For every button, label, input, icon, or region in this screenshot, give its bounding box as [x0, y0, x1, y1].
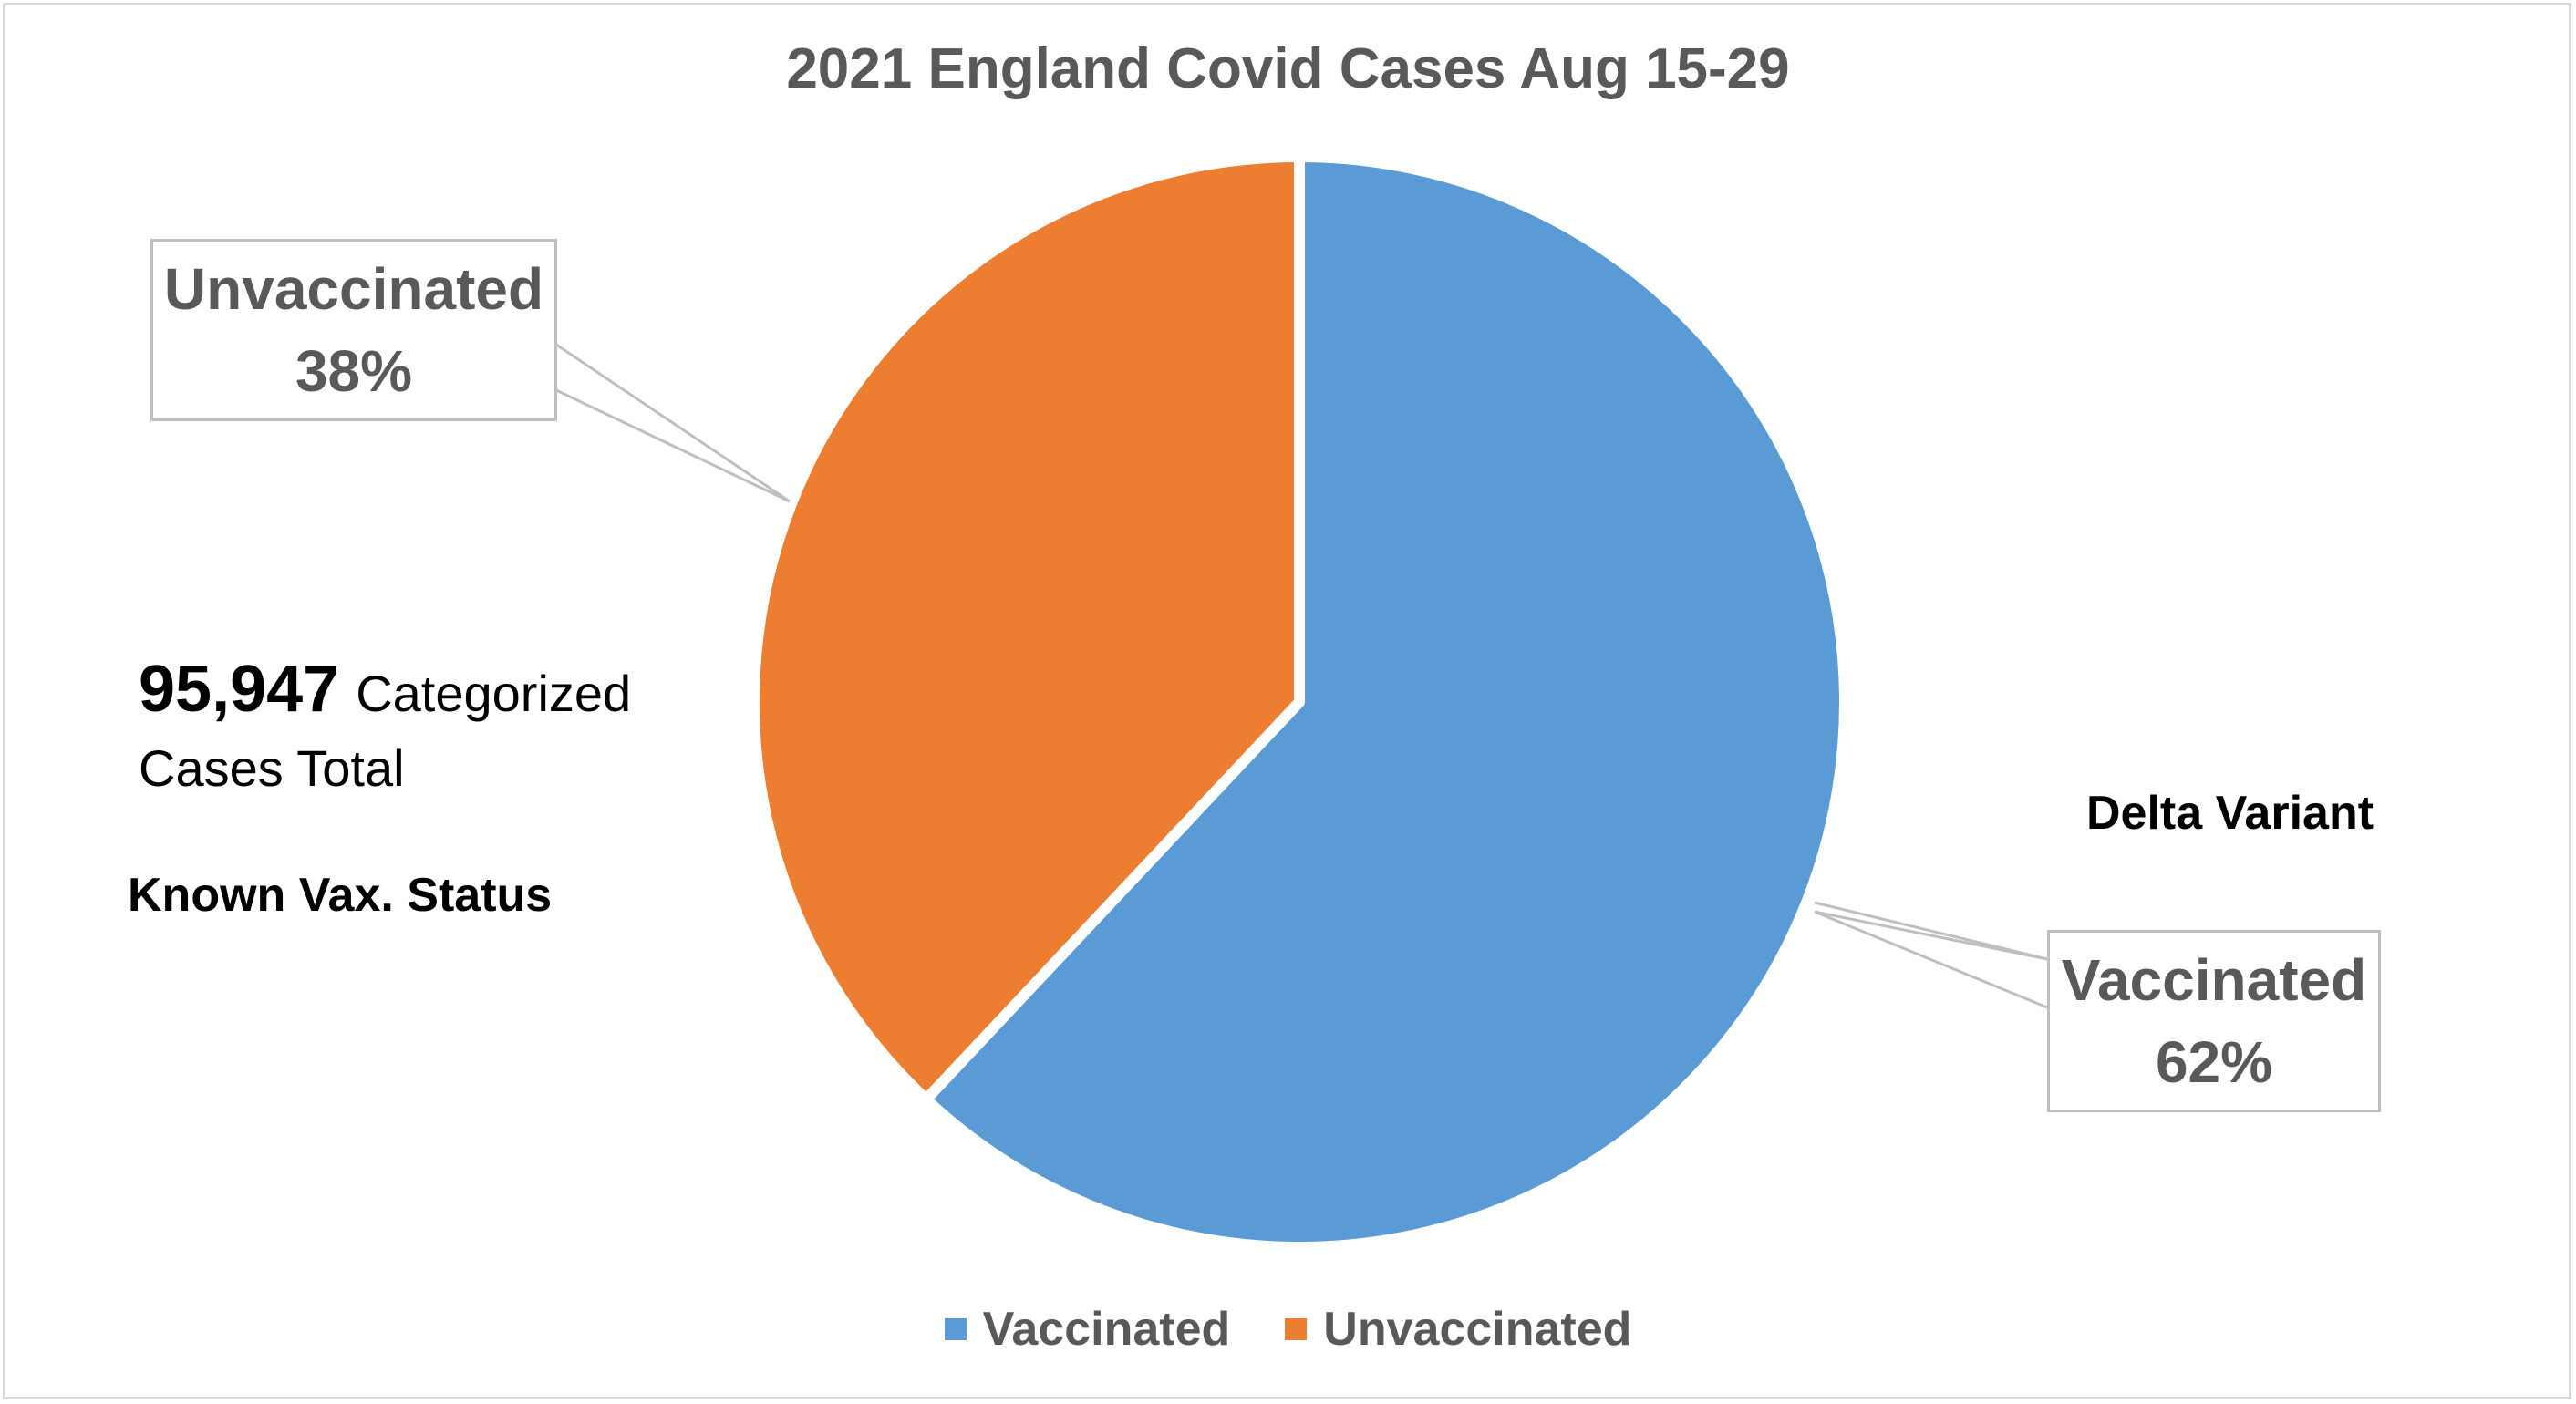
leader-line-unvaccinated	[555, 343, 791, 503]
data-label-unvaccinated: Unvaccinated 38%	[150, 239, 557, 421]
chart-legend: Vaccinated Unvaccinated	[0, 1302, 2576, 1357]
known-status-annotation: Known Vax. Status	[128, 869, 553, 922]
total-cases-text-2: Cases Total	[139, 739, 405, 797]
legend-swatch-unvaccinated	[1285, 1318, 1308, 1340]
total-cases-number: 95,947	[139, 653, 340, 726]
pie-slice-vaccinated	[920, 151, 1850, 1253]
legend-label-unvaccinated: Unvaccinated	[1323, 1303, 1632, 1356]
total-cases-text-1: Categorized	[356, 665, 632, 722]
legend-item-vaccinated: Vaccinated	[944, 1302, 1231, 1357]
data-label-vaccinated-percent: 62%	[2155, 1029, 2273, 1095]
legend-swatch-vaccinated	[944, 1318, 967, 1340]
variant-annotation: Delta Variant	[2086, 787, 2374, 840]
data-label-vaccinated: Vaccinated 62%	[2047, 930, 2381, 1112]
chart-title: 2021 England Covid Cases Aug 15-29	[786, 37, 1790, 100]
data-label-unvaccinated-name: Unvaccinated	[163, 256, 544, 322]
legend-item-unvaccinated: Unvaccinated	[1285, 1302, 1631, 1357]
pie-slice-unvaccinated	[749, 151, 1305, 1105]
total-cases-annotation: 95,947 Categorized Cases Total	[139, 656, 631, 798]
data-label-unvaccinated-percent: 38%	[295, 338, 413, 404]
leader-line-vaccinated	[1814, 901, 2048, 1009]
data-label-vaccinated-name: Vaccinated	[2061, 947, 2367, 1013]
legend-label-vaccinated: Vaccinated	[982, 1303, 1231, 1356]
